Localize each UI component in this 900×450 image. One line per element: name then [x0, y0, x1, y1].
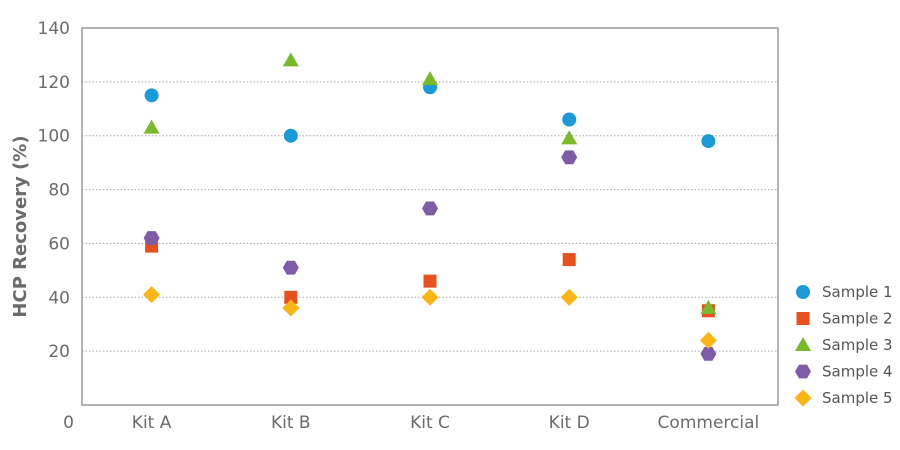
- data-point: [282, 299, 300, 317]
- data-point: [143, 231, 160, 245]
- legend-marker: [796, 312, 810, 325]
- y-tick-label: 80: [48, 181, 70, 201]
- legend-item: Sample 3: [795, 336, 893, 354]
- series-sample-3: [143, 52, 717, 315]
- data-point: [421, 288, 439, 306]
- y-axis-ticks: 20 40 60 80 100 120 140 0: [38, 19, 74, 433]
- y-tick-label: 40: [48, 288, 70, 308]
- data-point: [701, 134, 716, 149]
- legend-item: Sample 1: [796, 283, 893, 301]
- x-tick-label: Kit A: [132, 413, 172, 433]
- legend-marker: [795, 364, 811, 379]
- x-axis-ticks: Kit A Kit B Kit C Kit D Commercial: [132, 413, 759, 433]
- data-point: [282, 260, 299, 275]
- data-point: [700, 346, 717, 361]
- legend-item: Sample 2: [796, 310, 893, 328]
- x-tick-label: Commercial: [658, 413, 760, 433]
- y-tick-label: 140: [38, 19, 70, 39]
- data-point: [700, 300, 717, 315]
- grid-lines: [82, 81, 778, 352]
- data-points: [143, 52, 717, 361]
- legend: Sample 1 Sample 2 Sample 3 Sample 4 Sample 5: [794, 283, 893, 407]
- legend-label: Sample 5: [822, 389, 893, 407]
- legend-label: Sample 4: [822, 363, 893, 381]
- y-tick-label: 120: [38, 73, 70, 93]
- data-point: [560, 288, 578, 306]
- legend-label: Sample 3: [822, 336, 893, 354]
- data-point: [143, 286, 161, 304]
- data-point: [143, 119, 160, 134]
- data-point: [422, 71, 438, 86]
- legend-label: Sample 2: [822, 310, 893, 328]
- y-tick-label: 20: [48, 342, 70, 362]
- data-point: [561, 150, 578, 165]
- data-point: [699, 331, 717, 349]
- data-point: [423, 274, 437, 288]
- data-point: [144, 88, 159, 103]
- data-point: [282, 52, 299, 67]
- data-point: [283, 128, 298, 143]
- data-point: [562, 112, 577, 127]
- x-tick-label: Kit B: [271, 413, 311, 433]
- x-tick-label: Kit C: [410, 413, 450, 433]
- y-axis-label: HCP Recovery (%): [10, 135, 31, 317]
- legend-item: Sample 5: [794, 389, 893, 407]
- legend-marker: [794, 389, 812, 407]
- series-sample-1: [144, 80, 716, 149]
- legend-marker: [795, 337, 811, 351]
- legend-label: Sample 1: [822, 283, 893, 301]
- series-sample-4: [143, 150, 717, 361]
- x-tick-label: Kit D: [549, 413, 590, 433]
- plot-area: [81, 27, 779, 406]
- y-tick-label: 100: [38, 127, 70, 147]
- data-point: [284, 290, 298, 304]
- data-point: [562, 253, 576, 267]
- series-sample-5: [143, 286, 717, 349]
- legend-marker: [796, 285, 810, 299]
- y-tick-label-zero: 0: [63, 413, 74, 433]
- data-point: [422, 201, 438, 216]
- legend-item: Sample 4: [795, 363, 893, 381]
- y-tick-label: 60: [48, 234, 70, 254]
- data-point: [561, 130, 578, 145]
